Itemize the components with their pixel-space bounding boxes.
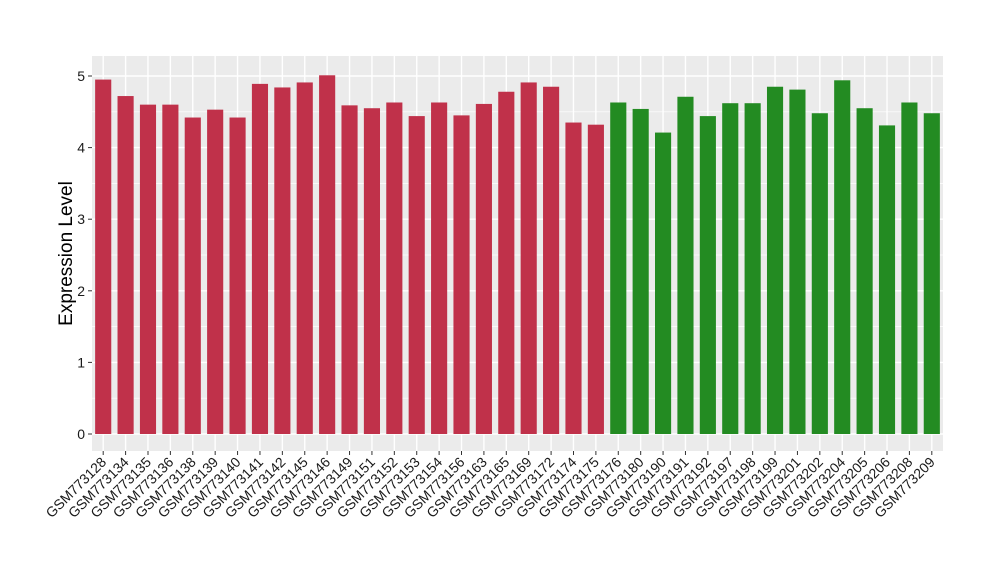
bar-GSM773153	[408, 116, 425, 434]
bar-GSM773163	[475, 103, 492, 434]
bar-GSM773152	[386, 102, 403, 434]
bar-GSM773202	[811, 113, 828, 435]
bar-GSM773134	[117, 96, 134, 434]
bar-GSM773199	[766, 86, 784, 435]
bar-GSM773138	[184, 117, 201, 434]
y-tick-label: 3	[77, 211, 85, 227]
bar-GSM773142	[274, 87, 291, 435]
bar-GSM773180	[632, 108, 649, 434]
bar-GSM773190	[655, 132, 672, 434]
bar-GSM773175	[587, 124, 604, 435]
bar-GSM773169	[520, 82, 537, 434]
bar-GSM773146	[319, 75, 336, 434]
bar-GSM773174	[565, 122, 582, 434]
bar-GSM773165	[498, 91, 515, 434]
bar-GSM773139	[207, 109, 224, 434]
bar-GSM773149	[341, 105, 358, 434]
bar-GSM773172	[543, 86, 560, 435]
bar-GSM773176	[610, 102, 627, 434]
y-axis-title: Expression Level	[56, 181, 77, 326]
y-tick-label: 5	[77, 68, 85, 84]
bar-GSM773208	[901, 102, 918, 434]
bar-GSM773204	[834, 80, 851, 435]
bar-GSM773141	[251, 83, 269, 434]
y-tick-label: 1	[77, 354, 85, 370]
y-tick-label: 0	[77, 426, 85, 442]
bar-GSM773128	[95, 79, 112, 434]
bar-GSM773151	[363, 108, 380, 434]
bar-GSM773201	[789, 89, 806, 434]
bar-GSM773205	[856, 108, 873, 434]
bar-GSM773136	[162, 104, 179, 434]
bar-GSM773198	[744, 103, 761, 434]
bar-GSM773154	[431, 102, 448, 434]
x-axis-ticks: GSM773128GSM773134GSM773135GSM773136GSM7…	[42, 451, 938, 521]
bar-GSM773206	[878, 125, 896, 435]
y-tick-label: 2	[77, 283, 85, 299]
bar-GSM773191	[677, 96, 694, 434]
bar-GSM773156	[453, 115, 470, 434]
bar-GSM773209	[923, 113, 940, 435]
bar-GSM773145	[296, 82, 313, 434]
bar-GSM773140	[229, 117, 246, 434]
bar-GSM773197	[722, 103, 739, 434]
bars	[95, 75, 940, 435]
bar-GSM773135	[139, 104, 157, 434]
bar-GSM773192	[699, 116, 716, 434]
y-axis-ticks: 0 1 2 3 4 5	[77, 68, 92, 442]
y-tick-label: 4	[77, 140, 85, 156]
